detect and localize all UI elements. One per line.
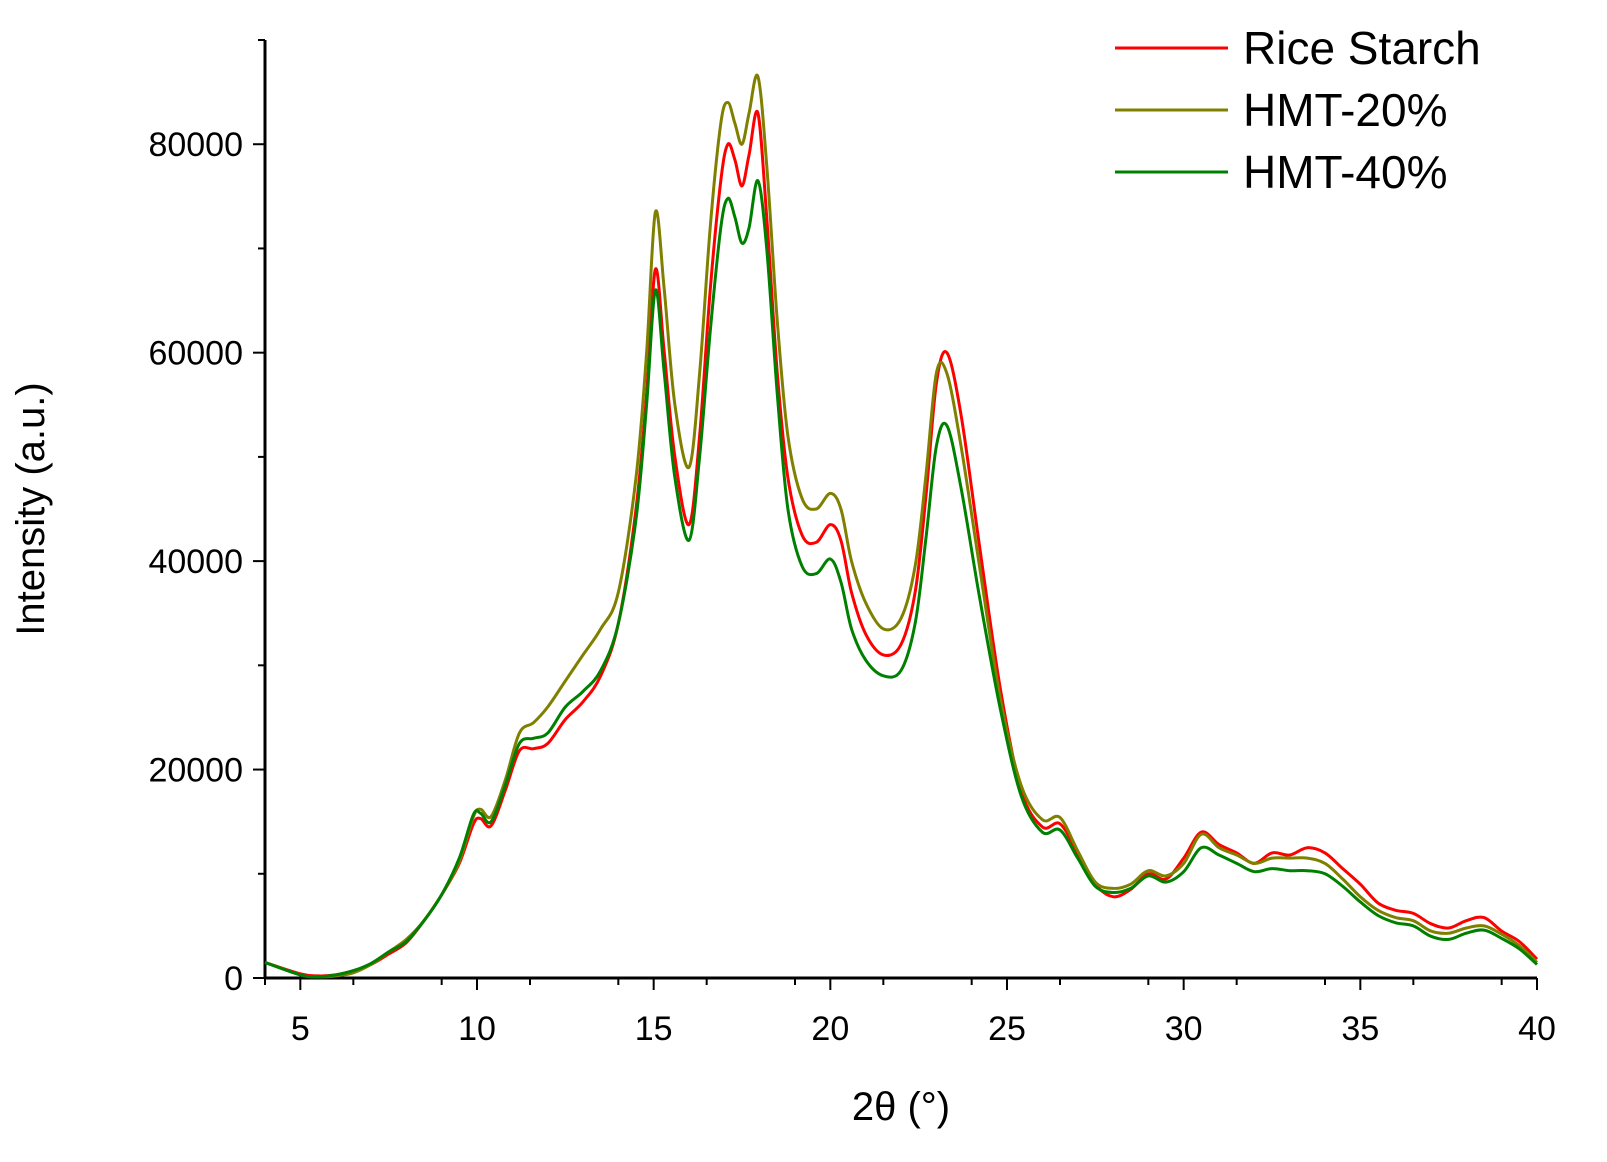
series-lines (264, 73, 1539, 979)
series-line-0 (264, 109, 1539, 978)
legend-label: HMT-40% (1243, 146, 1447, 198)
series-line-2 (264, 179, 1539, 979)
axis-ticks: 5 10 15 20 25 30 35 40 0 20000 40000 60000 80000 (148, 39, 1556, 1048)
y-tick-label: 40000 (148, 543, 243, 581)
y-tick-label: 20000 (148, 752, 243, 790)
plot-area: 5 10 15 20 25 30 35 40 0 20000 40000 60000 80000 (148, 39, 1556, 1048)
y-tick-label: 0 (224, 960, 243, 998)
x-tick-label: 15 (635, 1010, 673, 1048)
legend-label: Rice Starch (1243, 22, 1481, 74)
x-tick-label: 35 (1341, 1010, 1379, 1048)
y-axis-title: Intensity (a.u.) (9, 382, 53, 635)
x-tick-label: 10 (458, 1010, 496, 1048)
x-tick-label: 30 (1165, 1010, 1203, 1048)
legend-label: HMT-20% (1243, 84, 1447, 136)
x-tick-label: 20 (811, 1010, 849, 1048)
x-tick-label: 40 (1518, 1010, 1556, 1048)
y-tick-label: 80000 (148, 126, 243, 164)
x-tick-label: 5 (291, 1010, 310, 1048)
x-axis-title: 2θ (°) (852, 1085, 950, 1129)
x-tick-label: 25 (988, 1010, 1026, 1048)
legend: Rice Starch HMT-20% HMT-40% (1115, 22, 1481, 198)
y-tick-label: 60000 (148, 335, 243, 373)
series-line-1 (264, 73, 1539, 979)
